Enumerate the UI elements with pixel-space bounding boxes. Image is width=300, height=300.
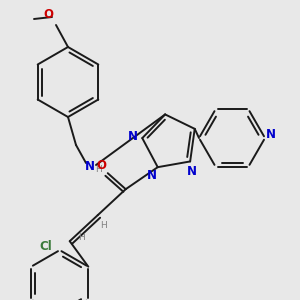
Text: H: H xyxy=(78,233,85,242)
Text: N: N xyxy=(266,128,276,140)
Text: N: N xyxy=(128,130,138,142)
Text: N: N xyxy=(187,165,197,178)
Text: O: O xyxy=(43,8,53,22)
Text: O: O xyxy=(97,159,107,172)
Text: N: N xyxy=(147,169,157,182)
Text: Cl: Cl xyxy=(39,240,52,253)
Text: H: H xyxy=(94,164,101,173)
Text: N: N xyxy=(85,160,95,173)
Text: H: H xyxy=(100,221,107,230)
